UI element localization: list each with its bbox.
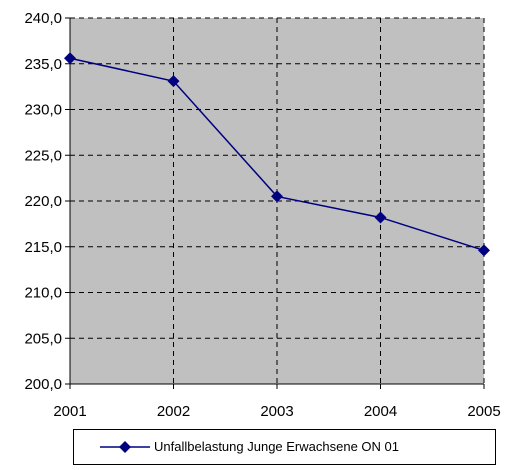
data-series (64, 52, 490, 257)
x-tick-label: 2002 (157, 403, 190, 420)
diamond-icon (119, 441, 131, 453)
axes (65, 17, 485, 389)
x-tick-label: 2005 (467, 403, 500, 420)
data-point (64, 52, 76, 65)
data-point (167, 75, 180, 88)
data-point (478, 244, 490, 257)
x-tick-label: 2003 (260, 403, 293, 420)
data-point (374, 211, 387, 224)
x-tick-label: 2004 (364, 403, 397, 420)
legend: Unfallbelastung Junge Erwachsene ON 01 (73, 429, 496, 465)
y-tick-label: 220,0 (24, 193, 62, 210)
y-tick-label: 200,0 (24, 376, 62, 393)
legend-label: Unfallbelastung Junge Erwachsene ON 01 (154, 439, 399, 454)
y-tick-label: 235,0 (24, 56, 62, 73)
x-tick-label: 2001 (53, 403, 86, 420)
y-tick-label: 225,0 (24, 147, 62, 164)
x-tick-labels: 2001 2002 2003 2004 2005 (53, 403, 500, 420)
y-tick-label: 215,0 (24, 239, 62, 256)
y-tick-label: 210,0 (24, 285, 62, 302)
y-tick-labels: 200,0 205,0 210,0 215,0 220,0 225,0 230,0 235,0… (24, 10, 62, 393)
legend-swatch (100, 441, 150, 453)
y-tick-label: 240,0 (24, 10, 62, 27)
data-point (271, 190, 283, 203)
y-tick-label: 230,0 (24, 102, 62, 119)
y-tick-label: 205,0 (24, 330, 62, 347)
